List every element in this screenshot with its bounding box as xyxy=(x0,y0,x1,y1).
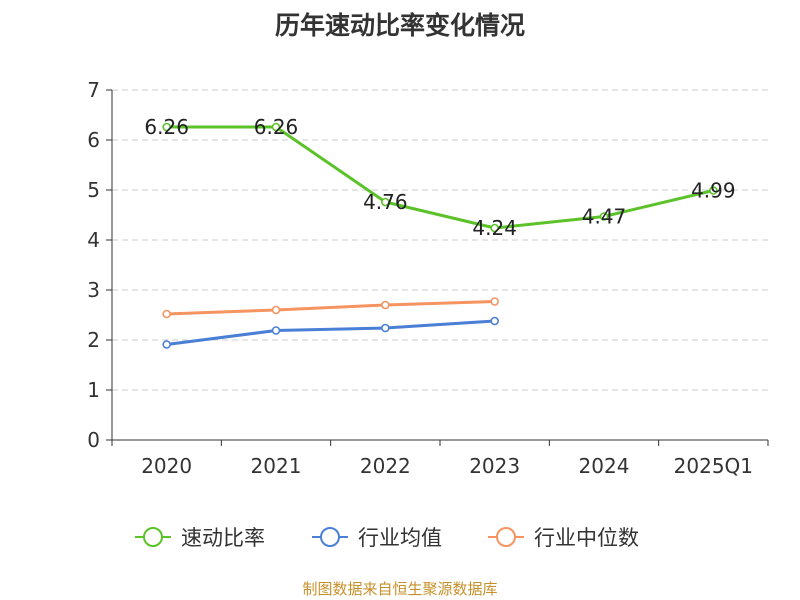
data-point xyxy=(271,305,281,315)
legend-marker xyxy=(143,527,163,547)
legend-label: 速动比率 xyxy=(181,526,265,550)
data-point xyxy=(162,122,171,132)
data-point xyxy=(709,186,718,195)
data-point xyxy=(162,340,171,349)
chart-title: 历年速动比率变化情况 xyxy=(274,11,525,40)
data-point xyxy=(490,223,499,233)
y-tick-label: 7 xyxy=(87,78,100,102)
data-label: 4.24 xyxy=(472,216,517,240)
x-tick-label: 2024 xyxy=(579,454,630,478)
legend-label: 行业均值 xyxy=(358,526,442,550)
legend-marker xyxy=(320,527,340,547)
data-label: 4.76 xyxy=(363,190,408,214)
legend-marker xyxy=(496,527,516,547)
data-point xyxy=(599,212,609,221)
y-tick-label: 6 xyxy=(87,128,100,152)
data-point xyxy=(162,309,171,319)
data-label: 6.26 xyxy=(254,115,299,139)
data-point xyxy=(381,300,390,310)
x-tick-label: 2021 xyxy=(251,454,302,478)
series-line-0 xyxy=(166,125,714,230)
y-tick-label: 4 xyxy=(87,228,100,252)
source-note: 制图数据来自恒生聚源数据库 xyxy=(302,580,498,598)
data-point xyxy=(271,326,281,335)
y-tick-label: 3 xyxy=(87,278,100,302)
data-point xyxy=(490,316,499,326)
data-label: 6.26 xyxy=(144,115,189,139)
data-point xyxy=(381,197,390,207)
x-tick-label: 2020 xyxy=(141,454,192,478)
y-tick-label: 2 xyxy=(87,328,100,352)
series-line-1 xyxy=(166,319,495,346)
x-tick-label: 2022 xyxy=(360,454,411,478)
y-tick-label: 0 xyxy=(87,428,100,452)
legend-label: 行业中位数 xyxy=(534,526,639,550)
x-tick-label: 2023 xyxy=(469,454,520,478)
data-point xyxy=(381,323,390,333)
series-line-2 xyxy=(166,300,495,316)
data-label: 4.99 xyxy=(691,179,736,203)
x-tick-label: 2025Q1 xyxy=(674,454,753,478)
data-point xyxy=(490,297,499,306)
y-tick-label: 1 xyxy=(87,378,100,402)
y-tick-label: 5 xyxy=(87,178,100,202)
data-label: 4.47 xyxy=(582,205,627,229)
data-point xyxy=(271,122,281,132)
